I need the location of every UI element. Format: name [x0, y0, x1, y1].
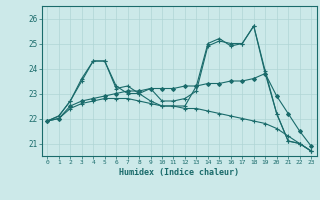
X-axis label: Humidex (Indice chaleur): Humidex (Indice chaleur): [119, 168, 239, 177]
